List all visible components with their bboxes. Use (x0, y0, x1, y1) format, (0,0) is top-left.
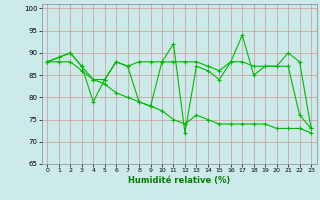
X-axis label: Humidité relative (%): Humidité relative (%) (128, 176, 230, 185)
